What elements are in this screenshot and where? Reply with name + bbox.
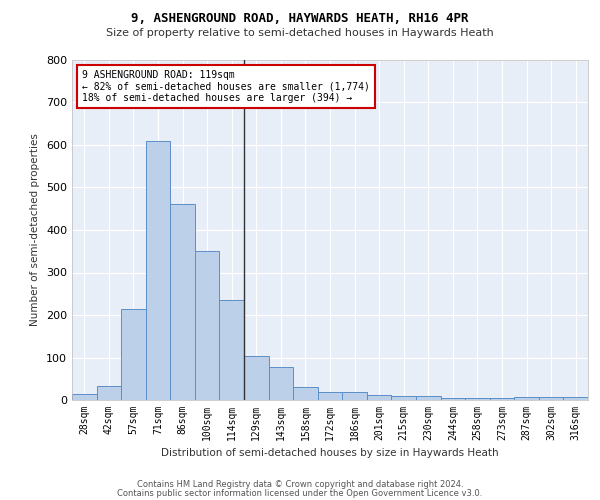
Bar (490, 398, 514, 400)
Bar (318, 392, 342, 400)
Text: 9, ASHENGROUND ROAD, HAYWARDS HEATH, RH16 4PR: 9, ASHENGROUND ROAD, HAYWARDS HEATH, RH1… (131, 12, 469, 26)
Bar (539, 396, 563, 400)
Bar (72, 394, 97, 400)
Bar (195, 251, 220, 400)
Bar (563, 396, 588, 400)
Bar (342, 392, 367, 400)
Bar (170, 204, 195, 400)
Bar (269, 367, 293, 400)
Bar (97, 386, 121, 400)
X-axis label: Distribution of semi-detached houses by size in Haywards Heath: Distribution of semi-detached houses by … (161, 448, 499, 458)
Bar (244, 356, 269, 400)
Y-axis label: Number of semi-detached properties: Number of semi-detached properties (31, 134, 40, 326)
Bar (416, 396, 440, 400)
Text: Size of property relative to semi-detached houses in Haywards Heath: Size of property relative to semi-detach… (106, 28, 494, 38)
Text: 9 ASHENGROUND ROAD: 119sqm
← 82% of semi-detached houses are smaller (1,774)
18%: 9 ASHENGROUND ROAD: 119sqm ← 82% of semi… (82, 70, 370, 103)
Text: Contains public sector information licensed under the Open Government Licence v3: Contains public sector information licen… (118, 488, 482, 498)
Bar (440, 398, 465, 400)
Bar (146, 140, 170, 400)
Bar (514, 396, 539, 400)
Bar (367, 395, 391, 400)
Bar (121, 308, 146, 400)
Bar (465, 398, 490, 400)
Bar (293, 387, 318, 400)
Text: Contains HM Land Registry data © Crown copyright and database right 2024.: Contains HM Land Registry data © Crown c… (137, 480, 463, 489)
Bar (391, 396, 416, 400)
Bar (220, 300, 244, 400)
